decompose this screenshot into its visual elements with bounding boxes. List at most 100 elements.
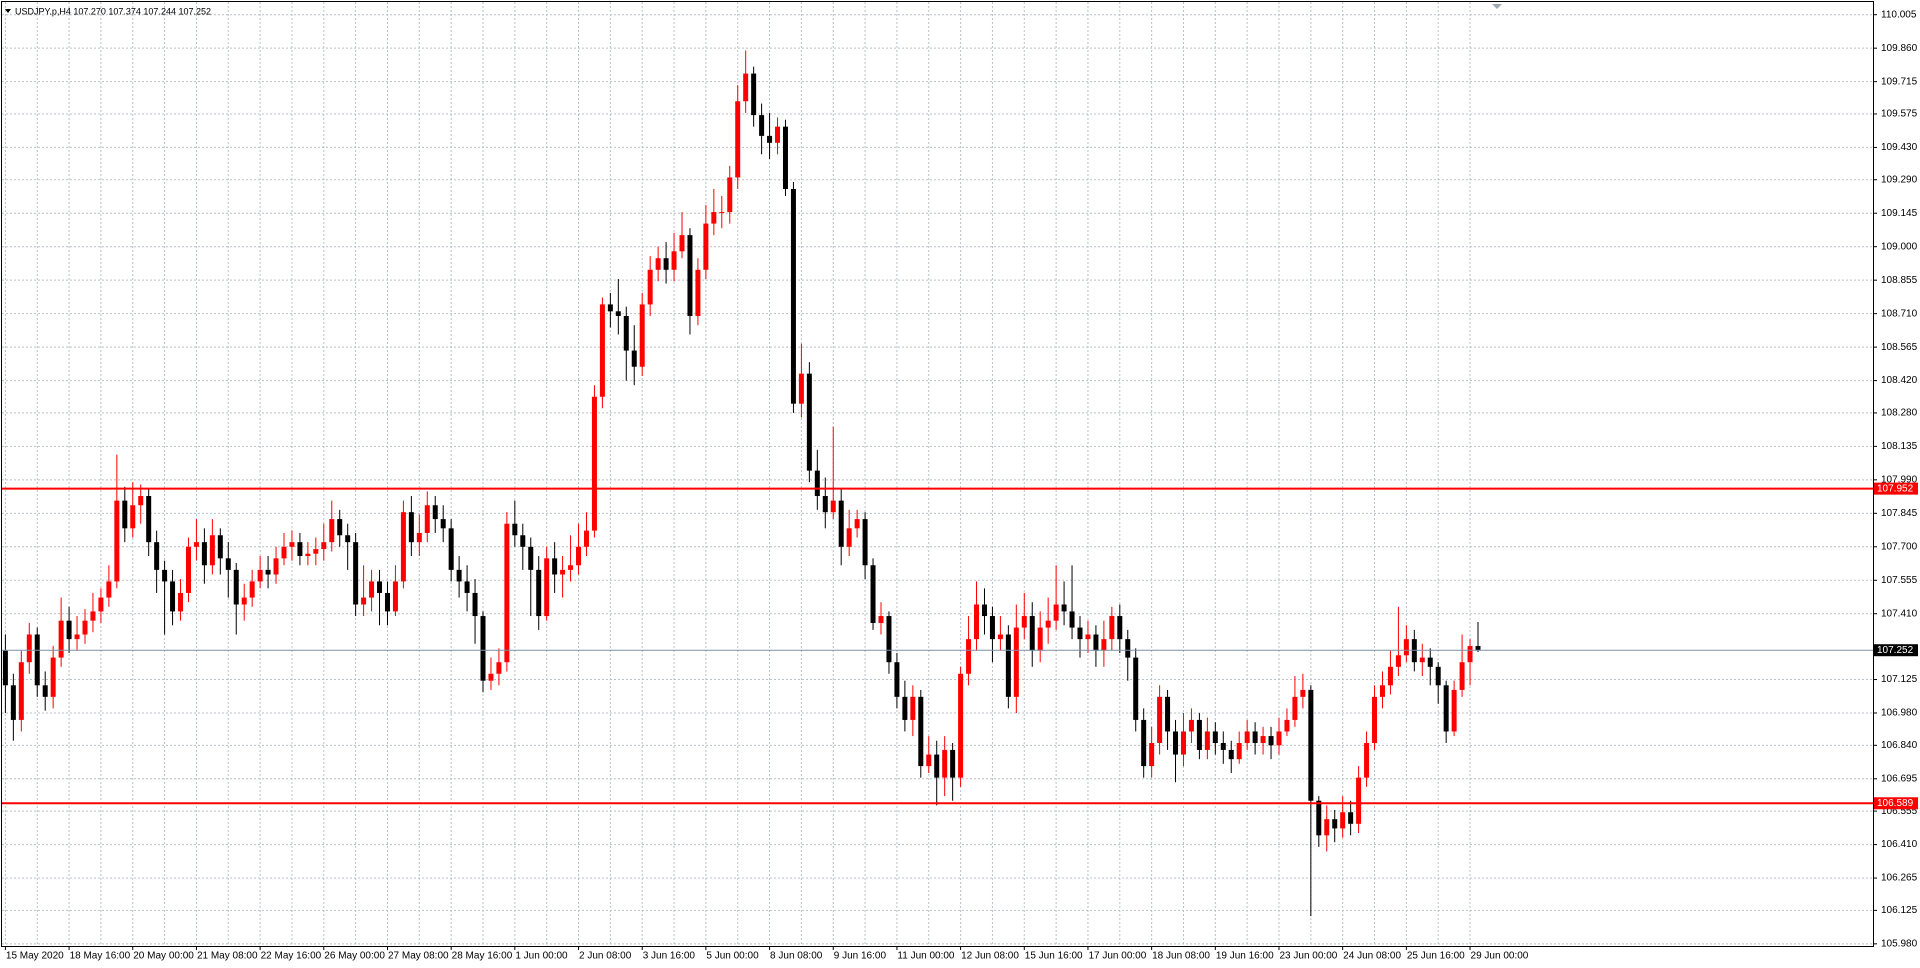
candle-body bbox=[1125, 639, 1131, 658]
candle-body bbox=[679, 235, 685, 252]
candle-body bbox=[1292, 696, 1298, 720]
candle-body bbox=[1316, 800, 1322, 836]
candle-body bbox=[18, 662, 24, 720]
candle-body bbox=[814, 470, 820, 497]
candle-body bbox=[1220, 743, 1226, 750]
candle-body bbox=[1379, 685, 1385, 697]
candle-body bbox=[830, 500, 836, 513]
collapse-icon[interactable] bbox=[5, 9, 11, 13]
candle-body bbox=[727, 177, 733, 213]
candle-body bbox=[480, 616, 486, 681]
x-tick-label: 27 May 08:00 bbox=[388, 951, 449, 962]
candle-body bbox=[966, 639, 972, 674]
candle-body bbox=[122, 500, 128, 529]
candle-body bbox=[798, 373, 804, 404]
candle-body bbox=[66, 620, 72, 640]
y-tick-label: 108.280 bbox=[1881, 408, 1918, 419]
y-tick-label: 107.700 bbox=[1881, 541, 1918, 552]
candle-body bbox=[1157, 696, 1163, 744]
x-tick-label: 15 May 2020 bbox=[6, 951, 64, 962]
candle-body bbox=[1236, 743, 1242, 760]
x-tick-label: 8 Jun 08:00 bbox=[770, 951, 823, 962]
candle-body bbox=[942, 749, 948, 778]
candle-body bbox=[1037, 627, 1043, 651]
candle-body bbox=[1021, 616, 1027, 628]
level-box bbox=[1874, 797, 1918, 810]
y-tick-label: 109.860 bbox=[1881, 43, 1918, 54]
candle-body bbox=[162, 569, 168, 582]
candle-body bbox=[440, 519, 446, 529]
overlay: 110.005 109.860 109.715 109.575 109.430 109.2… bbox=[2, 9, 1918, 962]
candle-body bbox=[408, 512, 414, 543]
candle-body bbox=[1013, 627, 1019, 697]
candle-body bbox=[74, 634, 80, 640]
candle-body bbox=[806, 373, 812, 471]
y-tick-label: 107.990 bbox=[1881, 474, 1918, 485]
candle-body bbox=[106, 581, 112, 598]
candle-body bbox=[185, 546, 191, 593]
candle-body bbox=[1348, 812, 1354, 824]
candle-body bbox=[1443, 685, 1449, 732]
candle-body bbox=[377, 581, 383, 593]
candle-body bbox=[989, 616, 995, 640]
y-tick-label: 108.710 bbox=[1881, 308, 1918, 319]
candle-body bbox=[782, 126, 788, 189]
y-tick-label: 108.855 bbox=[1881, 275, 1918, 286]
candle-body bbox=[623, 315, 629, 351]
x-tick-label: 11 Jun 00:00 bbox=[897, 951, 955, 962]
grid bbox=[2, 2, 1877, 950]
y-tick-label: 106.410 bbox=[1881, 839, 1918, 850]
y-tick-label: 106.695 bbox=[1881, 773, 1918, 784]
candle-body bbox=[424, 505, 430, 533]
y-tick-label: 107.845 bbox=[1881, 508, 1918, 519]
candle-body bbox=[544, 558, 550, 617]
candle-body bbox=[1419, 657, 1425, 663]
candle-body bbox=[790, 188, 796, 404]
candle-body bbox=[1085, 634, 1091, 640]
candle-body bbox=[1061, 604, 1067, 612]
y-tick-label: 110.005 bbox=[1881, 9, 1917, 20]
candle-body bbox=[862, 519, 868, 566]
candle-body bbox=[265, 569, 271, 575]
x-tick-label: 28 May 16:00 bbox=[452, 951, 513, 962]
candle-body bbox=[671, 251, 677, 270]
x-tick-label: 5 Jun 00:00 bbox=[706, 951, 759, 962]
candle-body bbox=[1260, 736, 1266, 744]
candle-body bbox=[1101, 639, 1107, 651]
candle-body bbox=[958, 673, 964, 778]
candle-body bbox=[58, 620, 64, 658]
candle-body bbox=[615, 311, 621, 316]
x-tick-label: 3 Jun 16:00 bbox=[643, 951, 696, 962]
candle-body bbox=[822, 496, 828, 513]
candle-body bbox=[42, 685, 48, 697]
candle-body bbox=[217, 535, 223, 559]
candle-body bbox=[504, 523, 510, 663]
y-tick-label: 107.555 bbox=[1881, 575, 1918, 586]
candle-body bbox=[631, 350, 637, 367]
candle-body bbox=[767, 135, 773, 143]
candle-body bbox=[225, 558, 231, 570]
x-tick-label: 19 Jun 16:00 bbox=[1216, 951, 1274, 962]
shift-marker[interactable] bbox=[1492, 4, 1502, 9]
candle-body bbox=[1005, 634, 1011, 697]
candle-body bbox=[1228, 749, 1234, 760]
candle-body bbox=[1173, 731, 1179, 755]
plot-frame bbox=[1, 1, 1874, 947]
candle-body bbox=[170, 581, 176, 612]
candle-body bbox=[886, 616, 892, 663]
candle-body bbox=[918, 696, 924, 767]
candle-body bbox=[1332, 819, 1338, 829]
x-tick-label: 26 May 00:00 bbox=[324, 951, 385, 962]
chart-title: USDJPY.p,H4 107.270 107.374 107.244 107.… bbox=[15, 6, 211, 16]
candle-body bbox=[1467, 646, 1473, 663]
candle-body bbox=[241, 597, 247, 605]
candle-body bbox=[560, 569, 566, 575]
candle-body bbox=[870, 565, 876, 623]
candle-body bbox=[337, 519, 343, 536]
candle-body bbox=[201, 542, 207, 566]
candle-body bbox=[138, 496, 144, 506]
x-tick-label: 21 May 08:00 bbox=[197, 951, 258, 962]
